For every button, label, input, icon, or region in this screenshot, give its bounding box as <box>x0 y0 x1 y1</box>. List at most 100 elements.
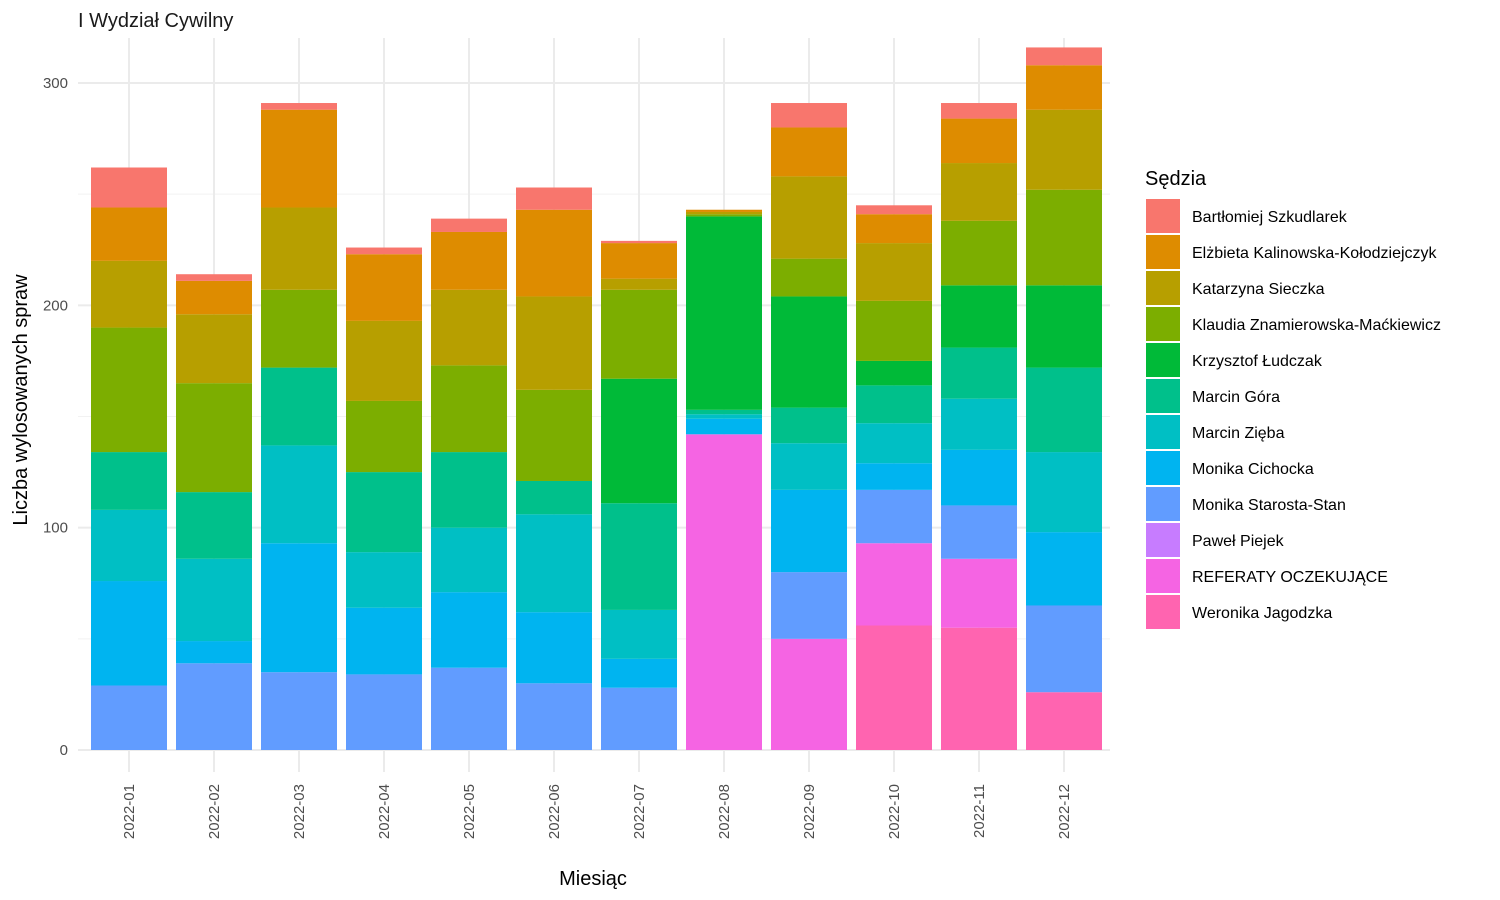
bar-segment <box>431 592 507 668</box>
bar-segment <box>856 423 932 464</box>
legend-key <box>1146 595 1180 629</box>
bar-segment <box>176 314 252 384</box>
bar-segment <box>856 214 932 244</box>
legend-key <box>1146 523 1180 557</box>
bar-segment <box>431 218 507 232</box>
legend-key <box>1146 379 1180 413</box>
x-tick-label: 2022-05 <box>461 784 478 839</box>
bar-segment <box>516 612 592 684</box>
bar-segment <box>346 674 422 750</box>
bar-segment <box>431 289 507 366</box>
x-tick-label: 2022-07 <box>631 784 648 839</box>
bar-segment <box>346 320 422 401</box>
bar-segment <box>91 207 167 261</box>
bar-segment <box>176 274 252 281</box>
bar-segment <box>261 103 337 110</box>
legend-key <box>1146 235 1180 269</box>
bars <box>91 47 1102 750</box>
bar-segment <box>346 254 422 321</box>
bar-segment <box>346 472 422 553</box>
bar-segment <box>176 663 252 750</box>
legend-key <box>1146 415 1180 449</box>
bar-segment <box>856 625 932 750</box>
bar-segment <box>941 103 1017 119</box>
bar-segment <box>91 581 167 686</box>
bar-segment <box>771 296 847 408</box>
bar-segment <box>856 360 932 386</box>
bar-segment <box>261 672 337 750</box>
legend-label: Bartłomiej Szkudlarek <box>1192 209 1348 226</box>
legend-label: Monika Starosta-Stan <box>1192 497 1346 514</box>
bar-segment <box>91 452 167 510</box>
bar-segment <box>771 638 847 750</box>
legend-label: Monika Cichocka <box>1192 461 1314 478</box>
legend-label: Klaudia Znamierowska-Maćkiewicz <box>1192 317 1441 334</box>
bar-segment <box>516 209 592 297</box>
bar-segment <box>941 163 1017 221</box>
bar-segment <box>1026 532 1102 606</box>
bar-segment <box>771 176 847 259</box>
bar-segment <box>771 572 847 639</box>
bar-segment <box>176 383 252 493</box>
bar-segment <box>431 231 507 290</box>
bar-segment <box>856 205 932 215</box>
bar-segment <box>1026 692 1102 750</box>
bar-segment <box>601 278 677 290</box>
bar-segment <box>516 480 592 515</box>
legend-label: Marcin Góra <box>1192 389 1280 406</box>
y-tick-labels: 0 100 200 300 <box>43 75 68 759</box>
bar-segment <box>261 543 337 673</box>
bar-segment <box>1026 452 1102 533</box>
bar-segment <box>601 503 677 610</box>
y-tick-label: 200 <box>43 297 68 314</box>
bar-segment <box>516 389 592 481</box>
bar-segment <box>856 489 932 544</box>
legend-key <box>1146 199 1180 233</box>
bar-segment <box>686 216 762 410</box>
bar-segment <box>176 641 252 664</box>
bar-segment <box>91 685 167 750</box>
legend-label: Paweł Piejek <box>1192 533 1285 550</box>
bar-segment <box>516 683 592 750</box>
bar-segment <box>91 509 167 582</box>
bar-segment <box>941 118 1017 164</box>
bar-segment <box>431 365 507 453</box>
bar-segment <box>516 514 592 613</box>
bar-segment <box>601 378 677 504</box>
bar-segment <box>261 289 337 368</box>
bar-segment <box>176 558 252 642</box>
legend-key <box>1146 271 1180 305</box>
bar-segment <box>686 211 762 215</box>
legend-key <box>1146 487 1180 521</box>
bar-segment <box>941 627 1017 750</box>
bar-segment <box>856 243 932 301</box>
bar-segment <box>941 347 1017 399</box>
x-tick-label: 2022-11 <box>971 784 988 838</box>
bar-segment <box>686 414 762 419</box>
x-tick-labels: 2022-01 2022-02 2022-03 2022-04 2022-05 2022-… <box>121 784 1073 839</box>
bar-segment <box>941 505 1017 559</box>
bar-segment <box>686 214 762 217</box>
bar-segment <box>856 463 932 490</box>
legend-key <box>1146 307 1180 341</box>
bar-segment <box>1026 285 1102 368</box>
bar-segment <box>1026 367 1102 453</box>
x-tick-label: 2022-08 <box>716 784 733 839</box>
bar-segment <box>686 418 762 435</box>
bar-segment <box>516 187 592 210</box>
bar-segment <box>686 434 762 750</box>
y-tick-label: 100 <box>43 520 68 537</box>
chart-title: I Wydział Cywilny <box>78 10 233 32</box>
legend-label: Elżbieta Kalinowska-Kołodziejczyk <box>1192 245 1438 262</box>
legend-title: Sędzia <box>1145 168 1207 190</box>
bar-segment <box>346 400 422 473</box>
y-axis-title: Liczba wylosowanych spraw <box>10 274 32 526</box>
bar-segment <box>856 385 932 424</box>
bar-segment <box>1026 47 1102 66</box>
bar-segment <box>686 409 762 415</box>
bar-segment <box>856 300 932 361</box>
x-axis-title: Miesiąc <box>559 868 627 890</box>
legend-key <box>1146 343 1180 377</box>
x-tick-label: 2022-10 <box>886 784 903 839</box>
